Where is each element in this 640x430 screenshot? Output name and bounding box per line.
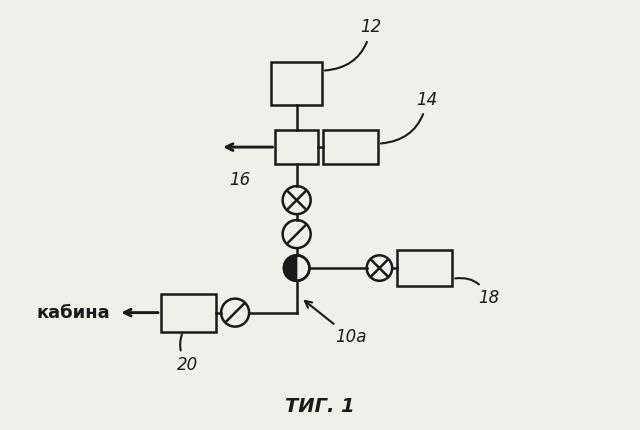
Text: кабина: кабина	[36, 304, 110, 322]
Text: 18: 18	[455, 278, 499, 307]
Text: 16: 16	[228, 171, 250, 189]
Bar	[275, 130, 318, 164]
Polygon shape	[284, 255, 297, 281]
Text: 12: 12	[325, 18, 381, 71]
Text: 10а: 10а	[305, 301, 366, 346]
Text: 14: 14	[381, 91, 438, 144]
Bar	[323, 130, 378, 164]
Text: ΤИГ. 1: ΤИГ. 1	[285, 396, 355, 415]
Bar	[397, 250, 452, 286]
Bar	[271, 62, 322, 104]
Bar	[161, 294, 216, 332]
Text: 20: 20	[177, 335, 198, 374]
